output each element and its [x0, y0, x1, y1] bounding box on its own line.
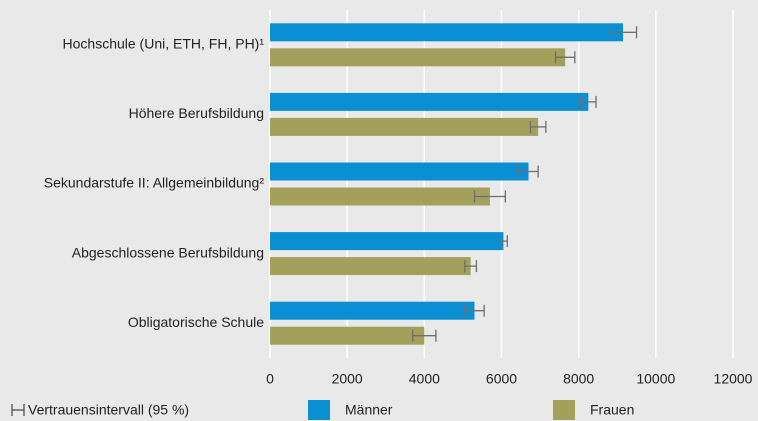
bar [270, 301, 475, 320]
error-bar [498, 235, 508, 248]
error-bar [579, 95, 597, 108]
x-tick-label: 8000 [563, 371, 594, 387]
legend-label: Männer [345, 402, 393, 418]
bar [270, 232, 504, 251]
error-bar [608, 26, 638, 39]
bar [270, 48, 566, 67]
x-tick-label: 2000 [332, 371, 363, 387]
bar [270, 92, 589, 111]
y-tick-label: Abgeschlossene Berufsbildung [72, 244, 264, 260]
x-tick-label: 12000 [714, 371, 753, 387]
bar [270, 117, 539, 136]
error-bar [412, 329, 437, 342]
legend-label: Frauen [590, 402, 634, 418]
error-bar [473, 190, 507, 203]
error-bar [464, 304, 485, 317]
error-bar [529, 120, 547, 133]
x-tick-label: 0 [266, 371, 274, 387]
x-tick-label: 6000 [486, 371, 517, 387]
ci-legend-label: Vertrauensintervall (95 %) [28, 402, 189, 418]
bar [270, 326, 425, 345]
x-tick-label: 10000 [636, 371, 675, 387]
y-tick-label: Hochschule (Uni, ETH, FH, PH)¹ [63, 36, 265, 52]
bar [270, 257, 471, 276]
y-tick-label: Obligatorische Schule [128, 314, 264, 330]
bar [270, 162, 529, 181]
bar [270, 23, 624, 42]
bar [270, 187, 490, 206]
error-bar [518, 165, 539, 178]
y-tick-label: Sekundarstufe II: Allgemeinbildung² [44, 175, 265, 191]
legend-swatch [308, 400, 330, 420]
ci-legend-icon [11, 404, 25, 416]
error-bar [464, 260, 478, 273]
legend-swatch [553, 400, 575, 420]
y-tick-label: Höhere Berufsbildung [129, 105, 264, 121]
x-tick-label: 4000 [409, 371, 440, 387]
error-bar [554, 51, 576, 64]
